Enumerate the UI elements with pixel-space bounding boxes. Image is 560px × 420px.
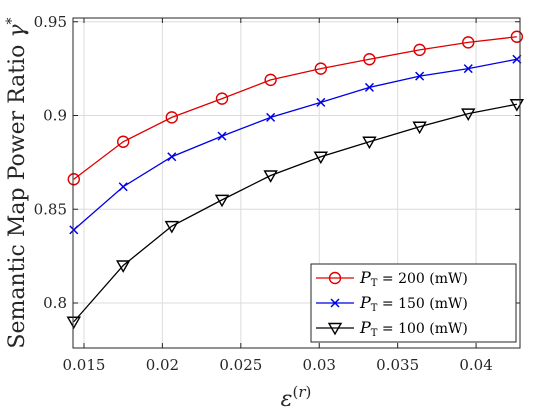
x-marker-stroke <box>266 112 276 122</box>
series-group <box>67 30 524 186</box>
legend-label: PT = 200 (mW) <box>359 268 468 289</box>
x-tick-label: 0.02 <box>146 356 179 374</box>
data-point-x <box>266 112 276 122</box>
legend-label: PT = 100 (mW) <box>359 318 468 339</box>
data-point-x <box>463 64 473 74</box>
y-tick-label: 0.8 <box>43 294 67 312</box>
data-point-triangle <box>66 316 81 330</box>
x-axis-title: ε(r) <box>281 383 312 412</box>
series-line <box>73 58 517 231</box>
legend-item: PT = 150 (mW) <box>316 293 468 314</box>
x-marker-stroke <box>118 182 128 192</box>
data-point-x <box>364 82 374 92</box>
data-point-triangle <box>115 260 131 273</box>
x-marker-stroke <box>364 82 374 92</box>
plot-frame <box>72 17 521 349</box>
data-point-triangle <box>461 108 476 122</box>
tick-labels: 0.015 0.02 0.025 0.03 0.035 0.04 0.8 0.85 0.9 0.9… <box>34 13 493 374</box>
x-marker-stroke <box>167 152 177 162</box>
data-point-circle <box>413 43 426 57</box>
x-marker-stroke <box>217 131 227 141</box>
series-layer <box>66 30 525 330</box>
series-line <box>73 103 517 323</box>
x-tick-label: 0.025 <box>219 356 262 374</box>
data-point-circle <box>314 62 328 75</box>
y-tick-label: 0.95 <box>34 13 67 31</box>
x-marker-stroke <box>415 71 425 81</box>
data-point-circle <box>165 111 179 124</box>
data-point-circle <box>510 30 524 43</box>
data-point-triangle <box>263 170 278 183</box>
data-point-x <box>118 182 128 192</box>
y-axis-title: Semantic Map Power Ratio γ* <box>4 17 30 348</box>
data-point-triangle <box>164 220 180 234</box>
series-group <box>69 54 522 235</box>
data-point-triangle <box>412 121 427 135</box>
x-marker-stroke <box>330 298 340 308</box>
x-tick-label: 0.015 <box>63 356 106 374</box>
data-point-x <box>217 131 227 141</box>
x-tick-label: 0.035 <box>376 356 419 374</box>
data-point-x <box>316 97 326 107</box>
legend-label: PT = 150 (mW) <box>359 293 468 314</box>
data-point-circle <box>215 92 229 105</box>
data-point-circle <box>116 135 130 148</box>
y-tick-label: 0.9 <box>43 107 67 125</box>
data-point-triangle <box>313 151 329 165</box>
legend: PT = 200 (mW) PT = 150 (mW) PT = 100 (mW) <box>310 263 517 343</box>
y-tick-label: 0.85 <box>34 200 67 218</box>
data-point-circle <box>328 271 342 285</box>
data-point-circle <box>67 173 80 186</box>
x-marker-stroke <box>69 225 79 235</box>
data-point-x <box>330 298 340 308</box>
data-point-circle <box>462 36 475 49</box>
series-line <box>73 36 517 180</box>
legend-item: PT = 100 (mW) <box>316 318 468 339</box>
data-point-circle <box>363 53 376 66</box>
data-point-x <box>167 152 177 162</box>
data-point-x <box>69 225 79 235</box>
x-marker-stroke <box>316 97 326 107</box>
data-point-x <box>415 71 425 81</box>
x-tick-label: 0.03 <box>303 356 336 374</box>
legend-item: PT = 200 (mW) <box>316 268 468 289</box>
data-point-circle <box>264 73 277 87</box>
data-point-triangle <box>327 322 343 336</box>
data-point-triangle <box>362 136 377 150</box>
x-tick-label: 0.04 <box>459 356 492 374</box>
series-group <box>66 99 525 330</box>
x-marker-stroke <box>463 64 473 74</box>
data-point-triangle <box>214 194 230 208</box>
